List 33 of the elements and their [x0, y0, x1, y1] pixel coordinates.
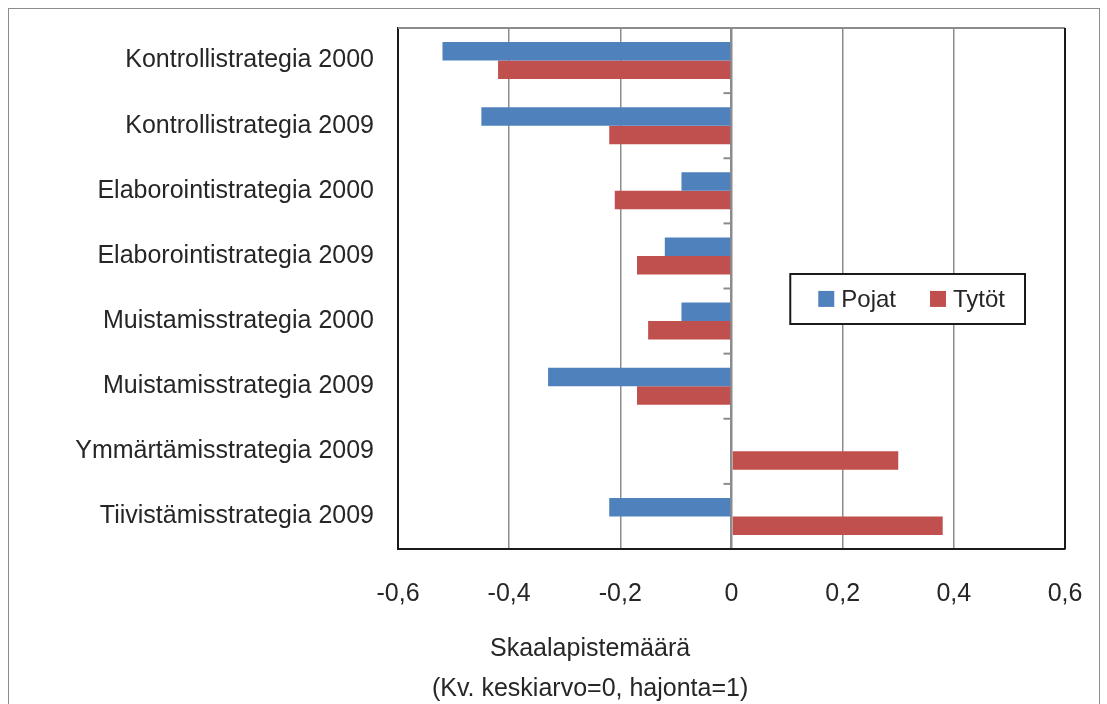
bar	[609, 497, 731, 517]
x-tick-label: -0,2	[598, 577, 642, 606]
x-tick-label: -0,4	[487, 577, 531, 606]
y-tick-label: Ymmärtämisstrategia 2009	[75, 435, 374, 464]
x-tick-label: 0,6	[1047, 577, 1083, 606]
legend-label: Tytöt	[952, 284, 1006, 312]
bar	[637, 386, 731, 405]
bar	[442, 42, 731, 61]
bar	[614, 190, 731, 210]
bar	[609, 125, 731, 145]
bar	[681, 172, 731, 191]
bar	[732, 451, 899, 470]
y-tick-label: Kontrollistrategia 2009	[125, 109, 374, 138]
y-tick-label: Elaborointistrategia 2000	[97, 174, 374, 203]
y-tick-label: Muistamisstrategia 2009	[103, 370, 374, 399]
x-tick-label: 0,4	[936, 577, 972, 606]
bar	[637, 255, 731, 275]
x-tick-label: 0,2	[825, 577, 861, 606]
y-tick-label: Elaborointistrategia 2009	[97, 239, 374, 268]
bar	[481, 107, 731, 126]
y-tick-label: Muistamisstrategia 2000	[103, 304, 374, 333]
bar	[681, 302, 731, 322]
x-tick-label: 0	[724, 577, 739, 606]
y-tick-label: Tiivistämisstrategia 2009	[99, 500, 374, 529]
y-tick-label: Kontrollistrategia 2000	[125, 44, 374, 73]
bar	[664, 237, 731, 256]
legend-label: Pojat	[841, 284, 897, 312]
bar	[548, 367, 731, 387]
x-tick-label: -0,6	[376, 577, 420, 606]
x-axis-title: Skaalapistemäärä (Kv. keskiarvo=0, hajonta=1)	[431, 632, 749, 701]
bar	[498, 60, 731, 80]
bar	[732, 516, 943, 535]
bar	[648, 321, 731, 340]
